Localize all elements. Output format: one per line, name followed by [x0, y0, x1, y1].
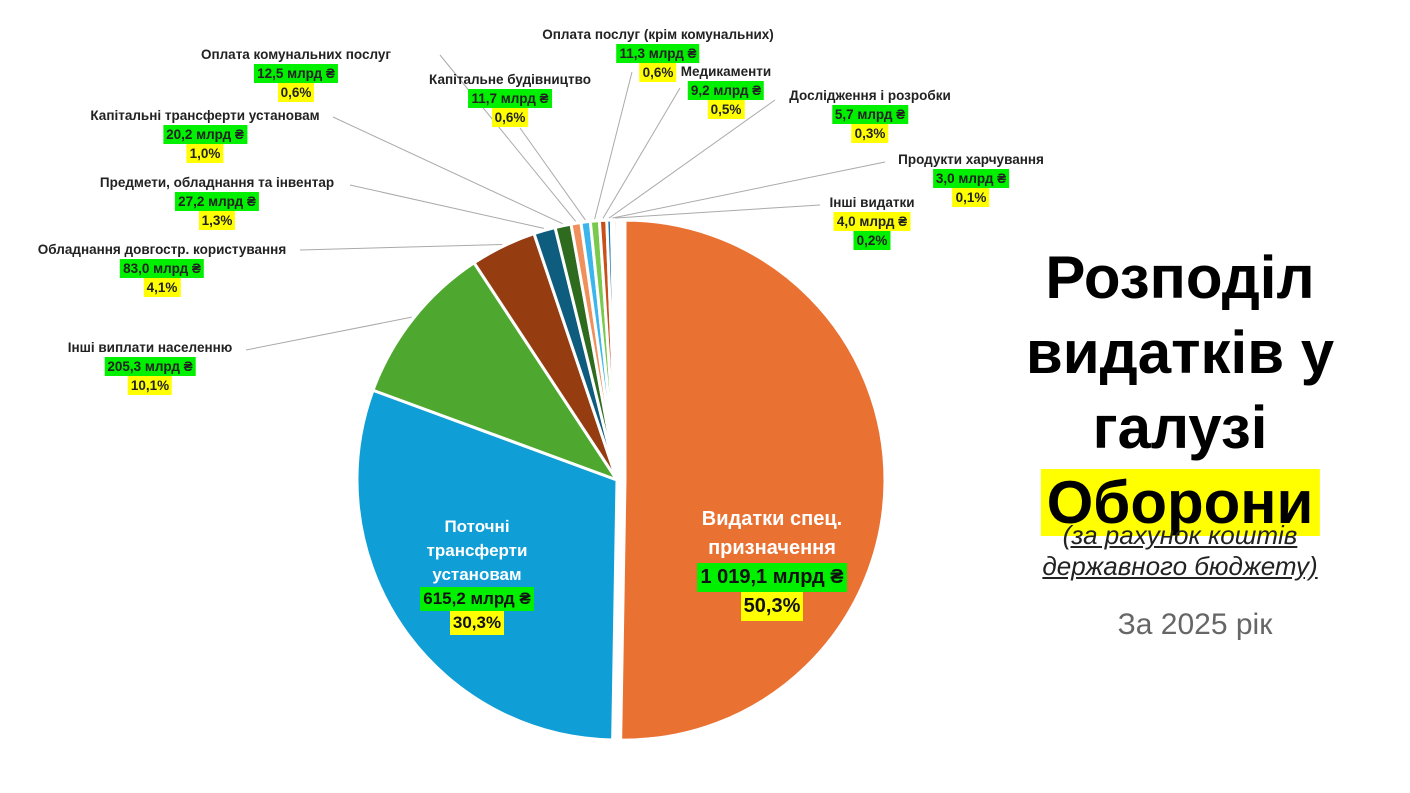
title-line-3: галузі	[1092, 394, 1268, 461]
slice-name: Оплата комунальних послуг	[200, 47, 392, 62]
slice-label-inner: Видатки спец. призначення 1 019,1 млрд ₴ 5…	[677, 505, 867, 621]
slice-label: Оплата комунальних послуг 12,5 млрд ₴ 0,6%	[201, 45, 391, 102]
slice-percent: 0,1%	[952, 188, 990, 207]
leader-line-4	[349, 184, 545, 229]
slice-amount: 4,0 млрд ₴	[833, 212, 911, 231]
slice-name: Капітальне будівництво	[429, 72, 591, 87]
slice-name: Медикаменти	[680, 64, 772, 79]
slice-name: Капітальні трансферти установам	[90, 108, 320, 123]
slice-label: Оплата послуг (крім комунальних) 11,3 млр…	[542, 25, 774, 82]
slice-name: Видатки спец. призначення	[701, 508, 843, 559]
title-line-2: видатків у	[1025, 319, 1335, 386]
slice-percent: 0,2%	[853, 231, 891, 250]
slice-percent: 30,3%	[449, 611, 505, 635]
slice-percent: 0,6%	[639, 63, 677, 82]
slice-percent: 0,6%	[491, 108, 529, 127]
pie-slice-1	[355, 388, 619, 742]
slice-name: Оплата послуг (крім комунальних)	[542, 27, 774, 42]
slice-name: Інші виплати населенню	[67, 340, 233, 355]
slice-amount: 9,2 млрд ₴	[687, 81, 765, 100]
slice-label: Інші видатки 4,0 млрд ₴ 0,2%	[829, 193, 915, 250]
pie-slice-0	[619, 218, 887, 742]
slice-amount: 5,7 млрд ₴	[831, 105, 909, 124]
slice-amount: 615,2 млрд ₴	[420, 587, 534, 611]
period-label: За 2025 рік	[1117, 608, 1273, 641]
slice-label: Медикаменти 9,2 млрд ₴ 0,5%	[681, 62, 771, 119]
slice-name: Інші видатки	[829, 195, 915, 210]
slice-amount: 83,0 млрд ₴	[120, 259, 204, 278]
slice-amount: 205,3 млрд ₴	[104, 357, 196, 376]
leader-line-11	[612, 161, 886, 219]
chart-subtitle: (за рахунок коштів державного бюджету)	[1042, 520, 1317, 582]
leader-line-10	[608, 99, 776, 219]
subtitle-line-1: (за рахунок коштів	[1062, 520, 1298, 550]
leader-line-6	[439, 54, 577, 222]
slice-amount: 20,2 млрд ₴	[163, 125, 247, 144]
slice-label: Інші виплати населенню 205,3 млрд ₴ 10,1%	[67, 338, 233, 395]
slice-amount: 12,5 млрд ₴	[254, 64, 338, 83]
slice-percent: 0,3%	[851, 124, 889, 143]
slice-label: Капітальні трансферти установам 20,2 млрд…	[90, 106, 320, 163]
leader-line-8	[594, 71, 633, 220]
slice-name: Обладнання довгостр. користування	[37, 242, 287, 257]
slice-amount: 3,0 млрд ₴	[932, 169, 1010, 188]
subtitle-line-2: державного бюджету)	[1042, 551, 1318, 581]
slice-name: Дослідження і розробки	[789, 88, 951, 103]
slice-name: Продукти харчування	[898, 152, 1044, 167]
slice-name: Поточні трансферти установам	[426, 517, 528, 584]
slice-label: Капітальне будівництво 11,7 млрд ₴ 0,6%	[429, 70, 591, 127]
slice-label: Дослідження і розробки 5,7 млрд ₴ 0,3%	[789, 86, 951, 143]
slice-percent: 1,3%	[198, 211, 236, 230]
slice-name: Предмети, обладнання та інвентар	[99, 175, 335, 190]
leader-line-5	[332, 116, 563, 225]
chart-title: Розподіл видатків у галузі Оборони	[1026, 240, 1334, 540]
slice-amount: 1 019,1 млрд ₴	[697, 563, 847, 592]
leader-line-9	[602, 87, 681, 219]
slice-label: Продукти харчування 3,0 млрд ₴ 0,1%	[898, 150, 1044, 207]
title-line-1: Розподіл	[1045, 244, 1315, 311]
slice-label: Обладнання довгостр. користування 83,0 мл…	[38, 240, 286, 297]
slice-amount: 11,3 млрд ₴	[616, 44, 700, 63]
slice-percent: 1,0%	[186, 144, 224, 163]
title-highlight: Оборони	[1040, 469, 1320, 536]
slice-percent: 4,1%	[143, 278, 181, 297]
slice-label-inner: Поточні трансферти установам 615,2 млрд ₴…	[412, 515, 542, 635]
slice-percent: 50,3%	[740, 592, 804, 621]
slice-amount: 11,7 млрд ₴	[468, 89, 552, 108]
leader-line-12	[615, 204, 821, 219]
leader-line-7	[519, 127, 586, 221]
slice-percent: 10,1%	[127, 376, 173, 395]
pie-slice-2	[371, 260, 621, 483]
slice-amount: 27,2 млрд ₴	[175, 192, 259, 211]
slice-percent: 0,6%	[277, 83, 315, 102]
pie-slice-12	[612, 218, 619, 481]
slice-percent: 0,5%	[707, 100, 745, 119]
leader-line-2	[245, 316, 412, 351]
leader-line-3	[299, 243, 503, 251]
slice-label: Предмети, обладнання та інвентар 27,2 млр…	[100, 173, 334, 230]
